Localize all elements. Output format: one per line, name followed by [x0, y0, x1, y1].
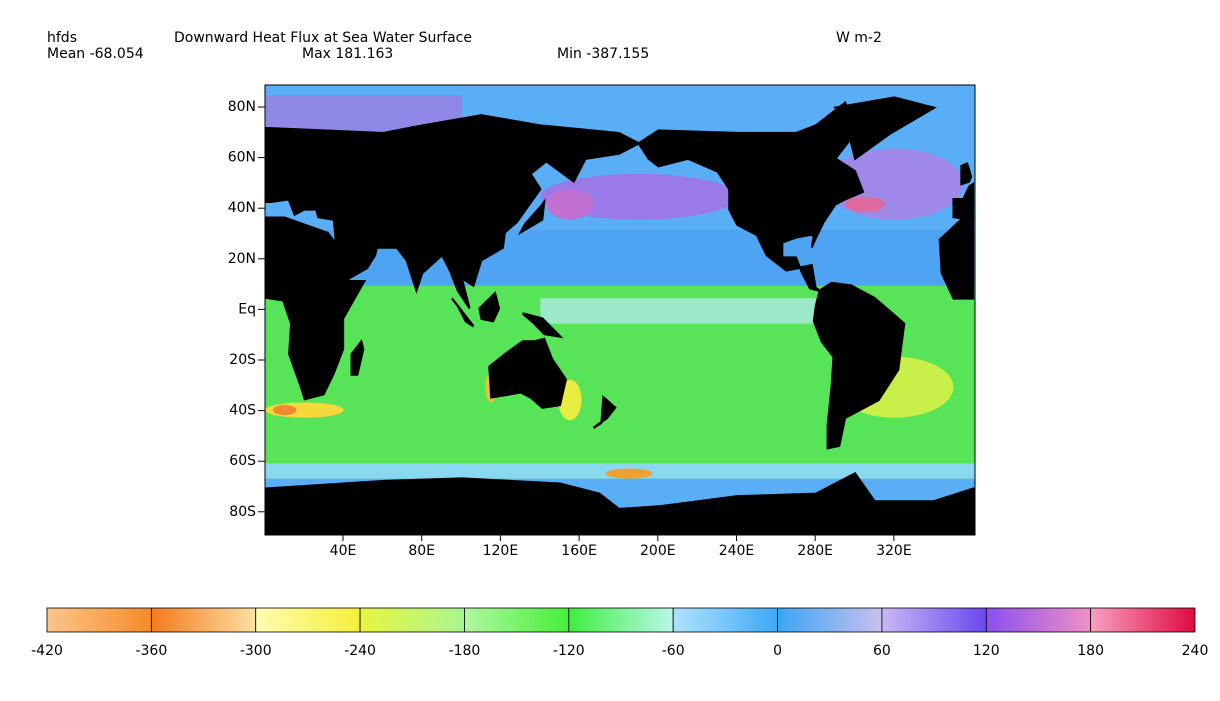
- colorbar-segment: [46, 607, 152, 633]
- colorbar-segment: [881, 607, 987, 633]
- lat-label: 80S: [229, 504, 256, 520]
- title: Downward Heat Flux at Sea Water Surface: [174, 30, 472, 46]
- colorbar-segment: [568, 607, 674, 633]
- colorbar-segment: [777, 607, 883, 633]
- lon-label: 320E: [876, 543, 912, 559]
- colorbar-label: -420: [31, 643, 63, 659]
- lat-label: 80N: [228, 99, 256, 115]
- colorbar-segment: [359, 607, 465, 633]
- colorbar-label: -180: [449, 643, 481, 659]
- colorbar-label: -120: [553, 643, 585, 659]
- colorbar: -420 -360 -300 -240 -180 -120 -60 0 60 120 180 240: [31, 607, 1209, 659]
- colorbar-label: 0: [773, 643, 782, 659]
- lon-label: 200E: [640, 543, 676, 559]
- lon-label: 80E: [408, 543, 435, 559]
- units: W m-2: [836, 30, 882, 46]
- lat-label: 20S: [229, 352, 256, 368]
- lon-label: 240E: [719, 543, 755, 559]
- map-frame: [264, 84, 976, 536]
- lon-label: 120E: [483, 543, 519, 559]
- colorbar-segment: [672, 607, 778, 633]
- max: Max 181.163: [302, 46, 393, 62]
- colorbar-label: 240: [1182, 643, 1209, 659]
- colorbar-segment: [255, 607, 361, 633]
- colorbar-label: -300: [240, 643, 272, 659]
- lat-label: 40N: [228, 200, 256, 216]
- colorbar-segment: [985, 607, 1092, 633]
- lat-label: 40S: [229, 403, 256, 419]
- colorbar-segment: [464, 607, 570, 633]
- variable-name: hfds: [47, 30, 77, 46]
- colorbar-label: 120: [973, 643, 1000, 659]
- colorbar-label: -240: [344, 643, 376, 659]
- colorbar-label: 180: [1077, 643, 1104, 659]
- lon-label: 160E: [561, 543, 597, 559]
- colorbar-label: -60: [662, 643, 685, 659]
- lon-label: 40E: [330, 543, 357, 559]
- lat-label: 60N: [228, 150, 256, 166]
- map: [265, 85, 975, 535]
- colorbar-label: -360: [135, 643, 167, 659]
- colorbar-label: 60: [873, 643, 891, 659]
- lat-label: Eq: [238, 301, 256, 317]
- lat-label: 20N: [228, 251, 256, 267]
- mean: Mean -68.054: [47, 46, 144, 62]
- colorbar-segment: [150, 607, 257, 633]
- min: Min -387.155: [557, 46, 649, 62]
- colorbar-segment: [1090, 607, 1196, 633]
- lon-label: 280E: [797, 543, 833, 559]
- lat-label: 60S: [229, 453, 256, 469]
